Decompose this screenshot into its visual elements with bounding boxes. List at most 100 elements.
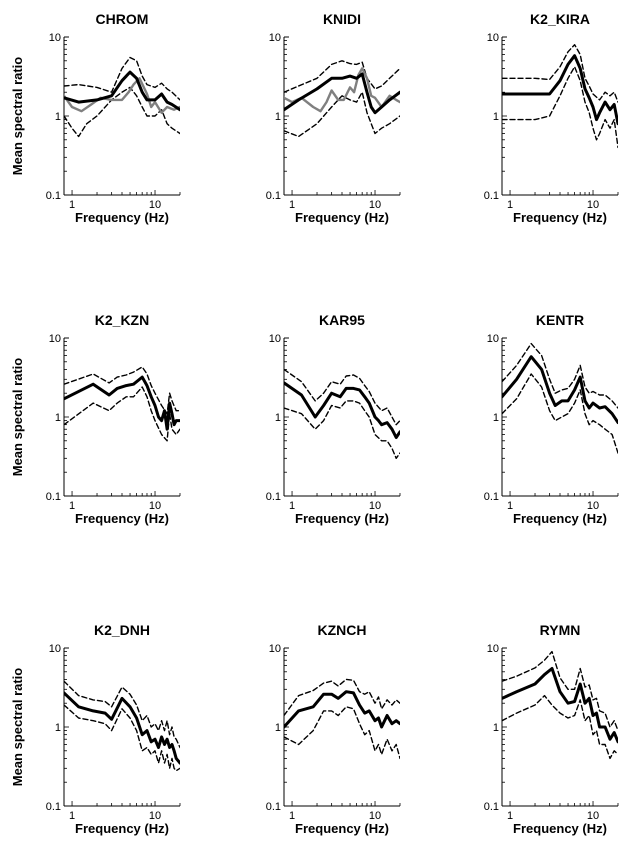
- x-tick-label: 1: [69, 199, 75, 211]
- x-axis-label: Frequency (Hz): [75, 210, 169, 225]
- y-tick-label: 1: [55, 111, 61, 123]
- series-upper-line: [64, 680, 180, 749]
- y-tick-label: 10: [49, 32, 61, 44]
- series-mean-line: [64, 375, 180, 431]
- y-tick-label: 1: [55, 722, 61, 734]
- y-tick-label: 0.1: [46, 491, 61, 503]
- panel-title: KENTR: [536, 312, 584, 328]
- x-tick-label: 10: [149, 500, 161, 512]
- panel-title: KNIDI: [323, 11, 361, 27]
- series-mean-line: [502, 355, 618, 425]
- series-upper-line: [502, 342, 618, 409]
- series-mean-line: [284, 690, 400, 729]
- x-axis-label: Frequency (Hz): [295, 210, 389, 225]
- x-tick-label: 10: [587, 199, 599, 211]
- x-axis-label: Frequency (Hz): [513, 511, 607, 526]
- series-mean-line: [502, 54, 618, 126]
- panel-title: RYMN: [540, 622, 581, 638]
- series-lower-line: [64, 386, 180, 442]
- panel-title: CHROM: [96, 11, 149, 27]
- series-mean-line: [502, 667, 618, 744]
- series-lower-line: [284, 706, 400, 760]
- y-tick-label: 1: [275, 412, 281, 424]
- series-lower-line: [502, 373, 618, 454]
- y-tick-label: 10: [487, 643, 499, 655]
- series-upper-line: [284, 60, 400, 93]
- x-tick-label: 10: [369, 810, 381, 822]
- y-tick-label: 0.1: [484, 801, 499, 813]
- y-tick-label: 1: [275, 722, 281, 734]
- y-tick-label: 1: [493, 412, 499, 424]
- y-tick-label: 10: [487, 32, 499, 44]
- series-upper-line: [284, 368, 400, 426]
- x-tick-label: 10: [587, 500, 599, 512]
- x-axis-label: Frequency (Hz): [513, 210, 607, 225]
- series-reference-line: [284, 67, 400, 113]
- y-axis-label: Mean spectral ratio: [10, 358, 25, 477]
- x-axis-label: Frequency (Hz): [295, 511, 389, 526]
- series-mean-line: [64, 70, 180, 112]
- x-tick-label: 1: [69, 810, 75, 822]
- y-tick-label: 10: [487, 333, 499, 345]
- panel-title: KAR95: [319, 312, 365, 328]
- x-tick-label: 10: [369, 500, 381, 512]
- x-tick-label: 1: [507, 199, 513, 211]
- y-tick-label: 10: [269, 643, 281, 655]
- series-lower-line: [284, 91, 400, 138]
- series-upper-line: [502, 650, 618, 732]
- series-upper-line: [64, 366, 180, 415]
- series-mean-line: [284, 72, 400, 115]
- x-tick-label: 1: [289, 199, 295, 211]
- y-tick-label: 0.1: [46, 801, 61, 813]
- series-lower-line: [284, 400, 400, 459]
- panel-title: KZNCH: [318, 622, 367, 638]
- x-tick-label: 10: [149, 810, 161, 822]
- x-tick-label: 1: [69, 500, 75, 512]
- x-tick-label: 1: [507, 810, 513, 822]
- x-tick-label: 1: [289, 500, 295, 512]
- series-lower-line: [64, 86, 180, 138]
- y-axis-label: Mean spectral ratio: [10, 668, 25, 787]
- series-reference-line: [64, 77, 180, 114]
- y-tick-label: 0.1: [266, 491, 281, 503]
- y-tick-label: 0.1: [484, 491, 499, 503]
- panel-title: K2_KIRA: [530, 11, 590, 27]
- series-lower-line: [502, 694, 618, 760]
- y-tick-label: 0.1: [484, 190, 499, 202]
- series-lower-line: [64, 704, 180, 772]
- y-tick-label: 1: [275, 111, 281, 123]
- x-tick-label: 10: [369, 199, 381, 211]
- x-tick-label: 1: [507, 500, 513, 512]
- series-upper-line: [502, 44, 618, 103]
- series-mean-line: [284, 381, 400, 439]
- y-tick-label: 1: [493, 111, 499, 123]
- x-axis-label: Frequency (Hz): [75, 511, 169, 526]
- y-tick-label: 10: [269, 32, 281, 44]
- x-axis-label: Frequency (Hz): [513, 821, 607, 836]
- x-tick-label: 10: [149, 199, 161, 211]
- x-axis-label: Frequency (Hz): [295, 821, 389, 836]
- series-lower-line: [502, 66, 618, 149]
- y-tick-label: 1: [493, 722, 499, 734]
- series-upper-line: [284, 678, 400, 717]
- y-tick-label: 1: [55, 412, 61, 424]
- x-tick-label: 1: [289, 810, 295, 822]
- panel-title: K2_KZN: [95, 312, 149, 328]
- y-axis-label: Mean spectral ratio: [10, 57, 25, 176]
- series-upper-line: [64, 56, 180, 101]
- y-tick-label: 10: [49, 333, 61, 345]
- panel-title: K2_DNH: [94, 622, 150, 638]
- y-tick-label: 0.1: [266, 190, 281, 202]
- y-tick-label: 0.1: [266, 801, 281, 813]
- x-axis-label: Frequency (Hz): [75, 821, 169, 836]
